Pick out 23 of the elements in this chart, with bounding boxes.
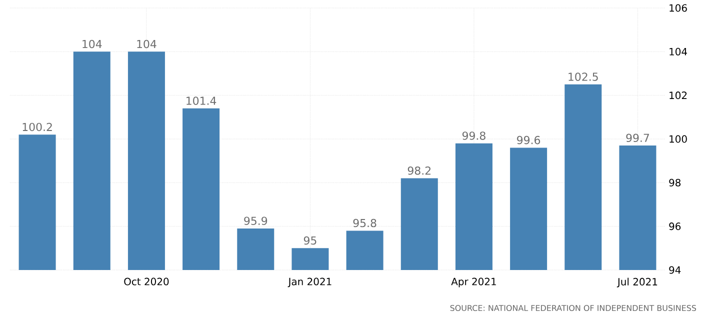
y-tick-label: 102	[670, 92, 687, 100]
y-tick-label: 96	[669, 222, 681, 230]
y-tick-label: 100	[670, 135, 687, 143]
y-tick-label: 98	[669, 178, 681, 186]
x-tick-label: Jul 2021	[616, 278, 658, 288]
data-label: 99.7	[626, 134, 649, 142]
y-tick-label: 106	[670, 4, 687, 12]
data-label: 101.4	[186, 96, 216, 105]
data-label: 95.9	[244, 216, 268, 225]
x-tick-label: Apr 2021	[451, 278, 496, 288]
data-label: 102.5	[568, 72, 598, 81]
data-label: 99.6	[517, 136, 540, 144]
data-label: 99.8	[462, 132, 486, 140]
y-tick-label: 104	[670, 48, 687, 56]
data-label: 104	[137, 40, 156, 48]
data-label: 95	[304, 236, 316, 245]
y-tick-label: 94	[669, 266, 681, 274]
data-label: 98.2	[408, 166, 430, 175]
x-tick-label: Jan 2021	[288, 278, 332, 288]
x-tick-label: Oct 2020	[124, 278, 169, 286]
data-label: 100.2	[22, 122, 52, 132]
data-label: 95.8	[353, 218, 376, 228]
data-label: 104	[82, 40, 102, 48]
